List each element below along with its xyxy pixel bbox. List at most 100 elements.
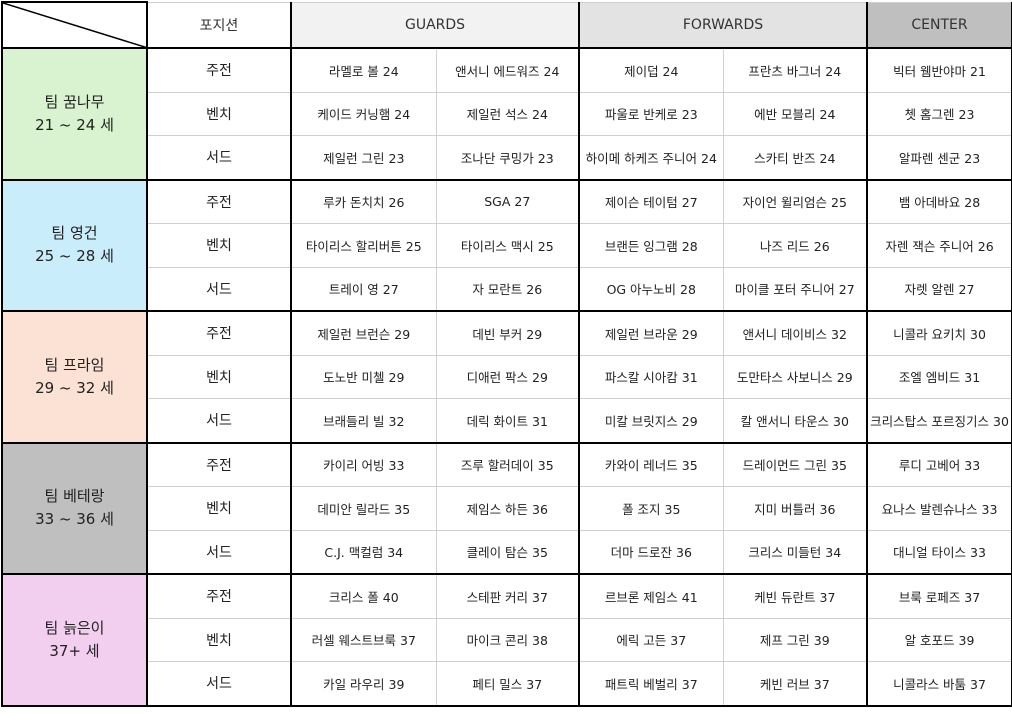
team-ages: 37+ 세 [49,641,100,660]
player-cell: 앤서니 데이비스 32 [722,310,869,356]
header-row: 포지션 GUARDS FORWARDS CENTER [1,1,1012,49]
player-cell: 카와이 레너드 35 [578,441,724,487]
player-cell: 마이클 포터 주니어 27 [722,266,869,312]
player-cell: 나즈 리드 26 [722,223,869,268]
player-cell: 루카 돈치치 26 [290,178,437,224]
team-row: 팀 늙은이 37+ 세 주전 크리스 폴 40 스테판 커리 37 르브론 제임스 41 케… [1,573,1012,707]
team-row: 서드 제일런 그린 23 조나단 쿠밍가 23 하이메 하케즈 주니어 24 스카티 반… [2,135,1012,181]
team-ages: 21 ~ 24 세 [35,115,114,134]
player-cell: 케이드 커닝햄 24 [290,91,437,136]
player-cell: 브래들리 빌 32 [290,398,437,444]
team-row: 팀 꿈나무 21 ~ 24 세 주전 라멜로 볼 24 앤서니 에드워즈 24 제이덥 2… [1,47,1012,181]
position-cell: 벤치 [146,486,292,531]
player-cell: 프란츠 바그너 24 [722,47,869,93]
player-cell: 제이슨 테이텀 27 [578,178,724,224]
player-cell: 미칼 브릿지스 29 [578,398,724,444]
player-cell: 제일런 브런슨 29 [290,310,437,356]
position-cell: 서드 [146,398,292,444]
player-cell: 스테판 커리 37 [435,573,581,619]
corner-cell [1,1,148,49]
position-cell: 벤치 [146,223,292,268]
player-cell: 하이메 하케즈 주니어 24 [578,135,724,181]
team-row: 팀 영건 25 ~ 28 세 주전 루카 돈치치 26 SGA 27 제이슨 테이텀 27… [1,178,1012,312]
team-row: 팀 프라임 29 ~ 32 세 주전 제일런 브런슨 29 데빈 부커 29 제일런 브라… [1,310,1012,444]
team-name: 팀 베테랑 [44,487,105,506]
player-cell: 자 모란트 26 [435,266,581,312]
player-cell: 알 호포드 39 [866,617,1012,662]
position-cell: 서드 [146,529,292,575]
position-cell: 주전 [146,47,292,93]
team-row: 서드 카일 라우리 39 페티 밀스 37 패트릭 베벌리 37 케빈 러브 37 니콜라… [2,661,1012,707]
player-cell: OG 아누노비 28 [578,266,724,312]
player-cell: 제임스 하든 36 [435,486,581,531]
player-cell: 즈루 할러데이 35 [435,441,581,487]
player-cell: 데릭 화이트 31 [435,398,581,444]
player-cell: 루디 고베어 33 [866,441,1012,487]
diagonal [4,4,145,46]
player-cell: 브랜든 잉그램 28 [578,223,724,268]
player-cell: 제일런 석스 24 [435,91,581,136]
player-cell: 파울로 반케로 23 [578,91,724,136]
player-cell: 제일런 그린 23 [290,135,437,181]
player-cell: 트레이 영 27 [290,266,437,312]
position-cell: 주전 [146,441,292,487]
team-row: 서드 트레이 영 27 자 모란트 26 OG 아누노비 28 마이클 포터 주니어 2… [2,266,1012,312]
player-cell: 데미안 릴라드 35 [290,486,437,531]
player-cell: 뱀 아데바요 28 [866,178,1012,224]
group-header: GUARDS [290,1,581,49]
team-cell: 팀 영건 25 ~ 28 세 [1,178,148,312]
position-cell: 벤치 [146,354,292,399]
team-name: 팀 꿈나무 [44,92,105,111]
team-cell: 팀 늙은이 37+ 세 [1,573,148,707]
player-cell: 브룩 로페즈 37 [866,573,1012,619]
team-row: 벤치 케이드 커닝햄 24 제일런 석스 24 파울로 반케로 23 에반 모블리 24… [2,91,1012,136]
player-cell: 니콜라스 바툼 37 [866,661,1012,707]
team-name: 팀 영건 [51,224,98,243]
position-cell: 서드 [146,266,292,312]
player-cell: 패트릭 베벌리 37 [578,661,724,707]
player-cell: 알파렌 센군 23 [866,135,1012,181]
player-cell: 자렛 알렌 27 [866,266,1012,312]
player-cell: 에반 모블리 24 [722,91,869,136]
team-cell: 팀 베테랑 33 ~ 36 세 [1,441,148,575]
team-row: 벤치 타이리스 할리버튼 25 타이리스 맥시 25 브랜든 잉그램 28 나즈 리드 … [2,223,1012,268]
player-cell: 요나스 발렌슈나스 33 [866,486,1012,531]
player-cell: 쳇 홈그렌 23 [866,91,1012,136]
player-cell: 크리스 미들턴 34 [722,529,869,575]
player-cell: 제프 그린 39 [722,617,869,662]
player-cell: 라멜로 볼 24 [290,47,437,93]
team-cell: 팀 꿈나무 21 ~ 24 세 [1,47,148,181]
position-header: 포지션 [146,1,292,49]
player-cell: 앤서니 에드워즈 24 [435,47,581,93]
player-cell: 니콜라 요키치 30 [866,310,1012,356]
player-cell: 빅터 웸반야마 21 [866,47,1012,93]
player-cell: 지미 버틀러 36 [722,486,869,531]
player-cell: 칼 앤서니 타운스 30 [722,398,869,444]
player-cell: 러셀 웨스트브룩 37 [290,617,437,662]
player-cell: 디애런 팍스 29 [435,354,581,399]
group-header: FORWARDS [578,1,869,49]
player-cell: 카이리 어빙 33 [290,441,437,487]
player-cell: 폴 조지 35 [578,486,724,531]
player-cell: SGA 27 [435,178,581,224]
player-cell: 케빈 러브 37 [722,661,869,707]
position-cell: 벤치 [146,91,292,136]
team-row: 서드 브래들리 빌 32 데릭 화이트 31 미칼 브릿지스 29 칼 앤서니 타운스 … [2,398,1012,444]
position-cell: 주전 [146,573,292,619]
team-cell: 팀 프라임 29 ~ 32 세 [1,310,148,444]
team-row: 벤치 러셀 웨스트브룩 37 마이크 콘리 38 에릭 고든 37 제프 그린 39 알 … [2,617,1012,662]
team-ages: 33 ~ 36 세 [35,510,114,529]
player-cell: C.J. 맥컬럼 34 [290,529,437,575]
group-header: CENTER [866,1,1012,49]
player-cell: 조엘 엠비드 31 [866,354,1012,399]
position-cell: 서드 [146,135,292,181]
player-cell: 도만타스 사보니스 29 [722,354,869,399]
team-ages: 29 ~ 32 세 [35,378,114,397]
team-ages: 25 ~ 28 세 [35,247,114,266]
position-cell: 주전 [146,178,292,224]
player-cell: 마이크 콘리 38 [435,617,581,662]
player-cell: 케빈 듀란트 37 [722,573,869,619]
player-cell: 크리스탑스 포르징기스 30 [866,398,1012,444]
